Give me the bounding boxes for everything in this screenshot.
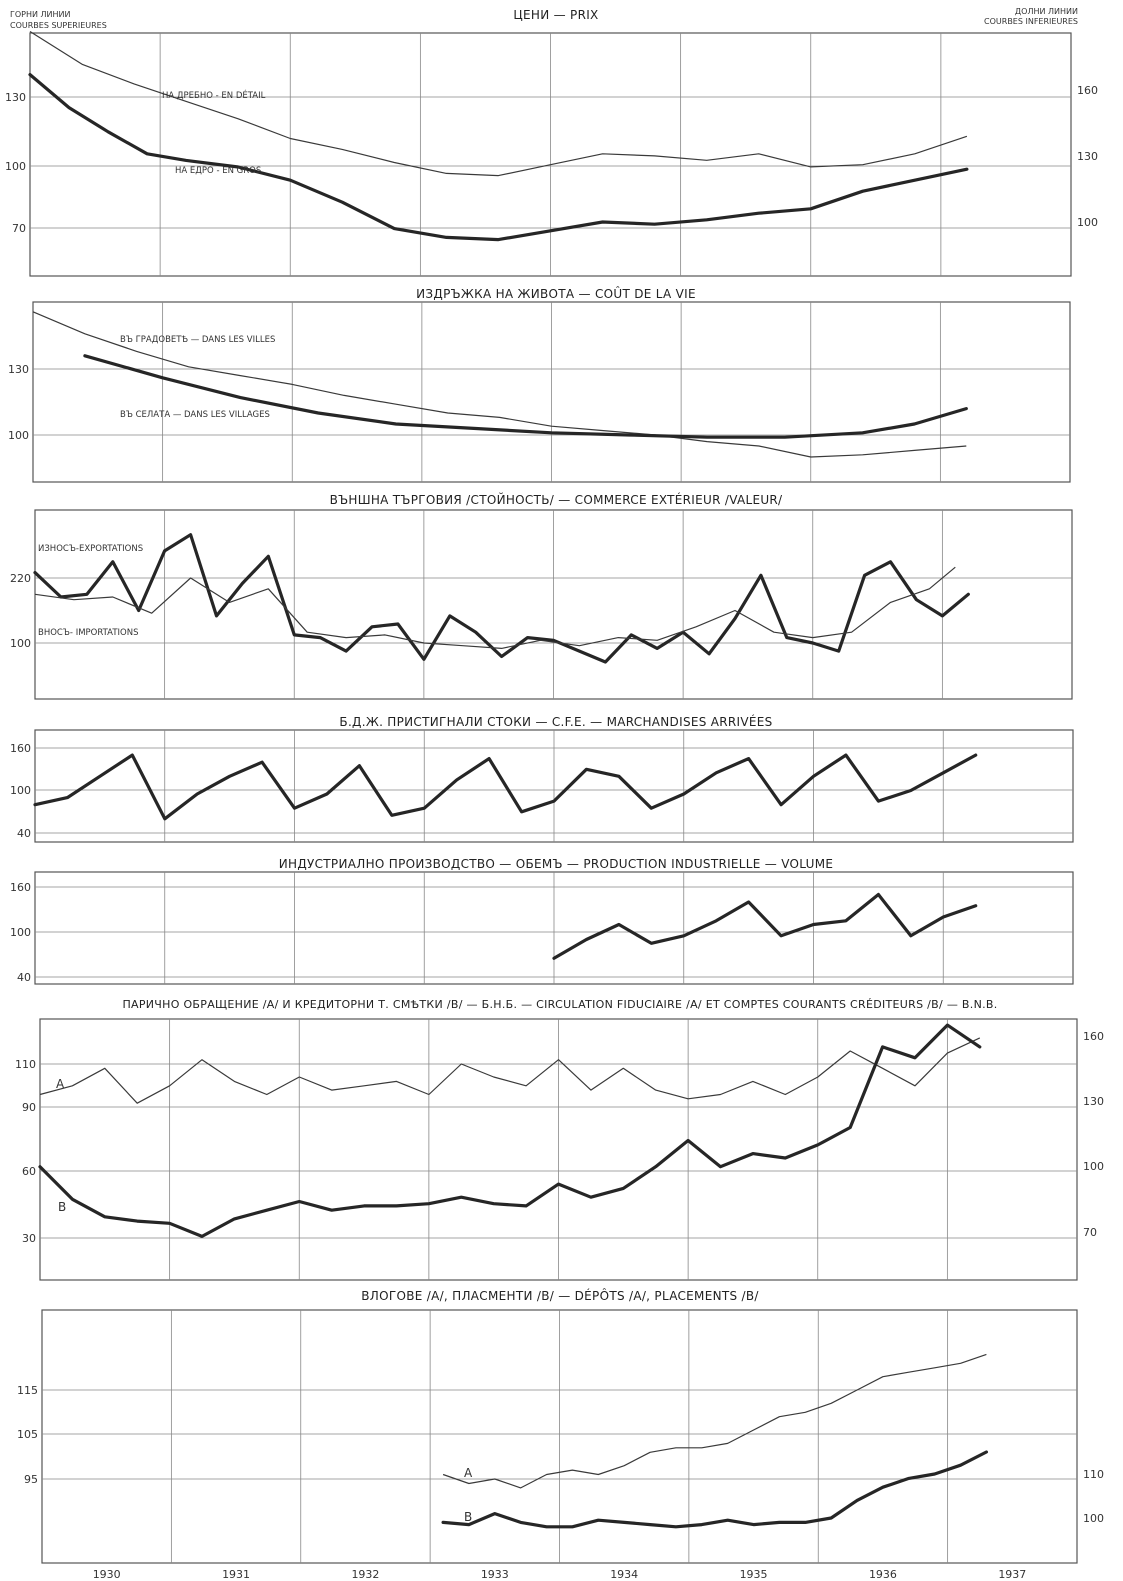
year-label: 1934 [610,1568,638,1581]
series-line-2 [34,566,956,650]
deposits-b-label: B [464,1510,472,1524]
header-left-line-2: COURBES SUPERIEURES [10,21,107,30]
left-tick-label: 95 [24,1473,38,1486]
year-label: 1936 [869,1568,897,1581]
panel-title-railway-goods: Б.Д.Ж. ПРИСТИГНАЛИ СТОКИ — C.F.E. — MARC… [339,714,772,729]
year-label: 1930 [93,1568,121,1581]
year-label: 1937 [998,1568,1026,1581]
right-tick-label: 160 [1077,84,1098,97]
panel-circulation: 110 90 60 30 160 130 100 70 [15,1018,1104,1281]
panel-title-deposits: ВЛОГОВЕ /А/, ПЛАСМЕНТИ /В/ — DÉPÔTS /A/,… [361,1288,759,1303]
left-tick-label: 40 [17,971,31,984]
series-line-1 [39,1037,981,1104]
header-left-line-1: ГОРНИ ЛИНИИ [10,10,71,19]
right-tick-label: 160 [1083,1030,1104,1043]
series-line-1 [33,753,978,821]
series-line-1 [32,311,967,458]
series-line-2 [441,1450,989,1529]
left-tick-label: 105 [17,1428,38,1441]
left-tick-label: 100 [10,637,31,650]
series-line-2 [83,354,968,439]
right-tick-label: 110 [1083,1468,1104,1481]
left-tick-label: 60 [22,1165,36,1178]
panel-foreign-trade: 220 100 [10,509,1073,700]
series-line-2 [38,1023,982,1239]
left-tick-label: 220 [10,572,31,585]
series-line-1 [33,533,970,664]
panel-railway-goods: 160 100 40 [10,729,1074,843]
left-tick-label: 130 [8,363,29,376]
header-right-line-2: COURBES INFERIEURES [984,17,1078,26]
right-tick-label: 100 [1083,1512,1104,1525]
year-label: 1932 [351,1568,379,1581]
left-tick-label: 110 [15,1058,36,1071]
left-tick-label: 160 [10,881,31,894]
panel-title-foreign-trade: ВЪНШНА ТЪРГОВИЯ /СТОЙНОСТЬ/ — COMMERCE E… [330,492,783,507]
trade-exports-label: ИЗНОСЪ-EXPORTATIONS [38,544,143,554]
prices-retail-label: НА ДРЕБНО - EN DÉTAIL [162,89,266,101]
series-line-1 [442,1353,987,1489]
series-line-1 [29,30,968,177]
col-villages-label: ВЪ СЕЛАТА — DANS LES VILLAGES [120,410,270,420]
col-towns-label: ВЪ ГРАДОВЕТѢ — DANS LES VILLES [120,335,275,345]
right-tick-label: 70 [1083,1226,1097,1239]
panel-title-prices: ЦЕНИ — PRIX [513,8,598,22]
left-tick-label: 160 [10,742,31,755]
panel-cost-of-living: 130 100 [8,301,1071,483]
left-tick-label: 40 [17,827,31,840]
panel-title-circulation: ПАРИЧНО ОБРАЩЕНИЕ /А/ И КРЕДИТОРНИ Т. СМ… [122,998,997,1011]
left-tick-label: 130 [5,91,26,104]
prices-wholesale-label: НА ЕДРО - EN GROS [175,166,261,176]
panel-deposits: 115 105 95 110 100 [17,1309,1104,1564]
left-tick-label: 100 [8,429,29,442]
circulation-b-label: B [58,1200,66,1214]
left-tick-label: 100 [10,784,31,797]
year-label: 1933 [481,1568,509,1581]
header-right-line-1: ДОЛНИ ЛИНИИ [1015,7,1078,16]
panel-prices: 130 100 70 160 130 100 [5,30,1098,277]
right-tick-label: 130 [1077,150,1098,163]
deposits-a-label: A [464,1466,473,1480]
left-tick-label: 70 [12,222,26,235]
panel-industrial-production: 160 100 40 [10,871,1074,985]
right-tick-label: 100 [1083,1160,1104,1173]
right-tick-label: 130 [1083,1095,1104,1108]
left-tick-label: 100 [10,926,31,939]
left-tick-label: 100 [5,160,26,173]
series-line-1 [552,892,978,960]
series-line-2 [28,72,969,242]
panel-title-cost-of-living: ИЗДРЪЖКА НА ЖИВОТА — COÛT DE LA VIE [416,286,696,301]
left-tick-label: 115 [17,1384,38,1397]
year-label: 1931 [222,1568,250,1581]
trade-imports-label: ВНОСЪ- IMPORTATIONS [38,628,138,638]
year-label: 1935 [740,1568,768,1581]
circulation-a-label: A [56,1077,65,1091]
right-tick-label: 100 [1077,216,1098,229]
panel-title-industrial-production: ИНДУСТРИАЛНО ПРОИЗВОДСТВО — ОБЕМЪ — PROD… [279,857,834,871]
left-tick-label: 90 [22,1101,36,1114]
left-tick-label: 30 [22,1232,36,1245]
